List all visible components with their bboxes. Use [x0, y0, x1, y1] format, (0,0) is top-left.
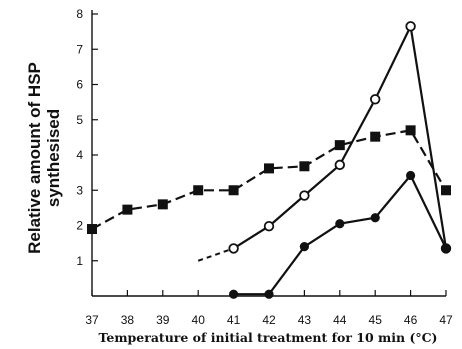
- y-tick-label: 7: [76, 42, 83, 56]
- x-tick-label: 47: [439, 313, 453, 327]
- filled-circle-marker: [441, 243, 451, 254]
- square-marker: [334, 140, 345, 151]
- data-series: [87, 21, 452, 299]
- y-tick-label: 1: [76, 254, 83, 268]
- series-line: [91, 129, 447, 230]
- x-tick-label: 46: [404, 313, 418, 327]
- x-tick-label: 37: [85, 313, 99, 327]
- x-tick-label: 39: [156, 313, 170, 327]
- y-tick-label: 6: [76, 78, 83, 92]
- open-circle-marker: [299, 190, 310, 201]
- y-tick-label: 4: [76, 148, 83, 162]
- x-tick-label: 42: [262, 313, 276, 327]
- square-marker: [228, 185, 239, 196]
- square-marker: [87, 224, 97, 235]
- y-ticks: 1 2 3 4 5 6 7 8: [76, 7, 98, 268]
- x-tick-label: 45: [369, 313, 383, 327]
- square-marker: [157, 199, 168, 210]
- y-tick-label: 8: [76, 7, 83, 21]
- open-circle-marker: [405, 21, 416, 32]
- open-circle-marker: [370, 94, 381, 105]
- series-lead-in-segment: [197, 247, 234, 262]
- x-ticks: 37 38 39 40 41 42 43 44 45 46 47: [85, 290, 453, 327]
- filled-circle-marker: [229, 289, 239, 299]
- square-marker: [405, 125, 416, 136]
- open-circle-marker: [263, 221, 275, 232]
- series-filled-circle: [229, 170, 451, 299]
- series-line: [233, 173, 447, 296]
- y-tick-label: 5: [76, 113, 83, 127]
- x-tick-label: 41: [227, 313, 241, 327]
- axes: [91, 10, 446, 297]
- square-marker: [264, 163, 274, 174]
- y-axis-label-line-1: Relative amount of HSP: [25, 62, 44, 254]
- x-axis-label: Temperature of initial treatment for 10 …: [99, 330, 438, 345]
- square-marker: [122, 204, 133, 215]
- filled-circle-marker: [406, 170, 416, 181]
- y-tick-label: 2: [76, 219, 83, 233]
- x-tick-label: 40: [192, 313, 206, 327]
- y-tick-label: 3: [76, 183, 83, 197]
- square-marker: [299, 161, 310, 172]
- filled-circle-marker: [264, 289, 274, 299]
- filled-circle-marker: [335, 219, 345, 229]
- square-marker: [193, 185, 204, 196]
- y-axis-label-line-2: synthesised: [44, 109, 63, 207]
- series-filled-square: [87, 125, 451, 235]
- filled-circle-marker: [370, 213, 380, 223]
- square-marker: [370, 131, 381, 142]
- x-tick-label: 44: [333, 313, 347, 327]
- open-circle-marker: [228, 243, 239, 254]
- square-marker: [441, 185, 451, 196]
- x-tick-label: 38: [121, 313, 135, 327]
- open-circle-marker: [334, 159, 346, 171]
- series-open-circle: [197, 21, 452, 262]
- filled-circle-marker: [299, 242, 309, 252]
- x-tick-label: 43: [298, 313, 312, 327]
